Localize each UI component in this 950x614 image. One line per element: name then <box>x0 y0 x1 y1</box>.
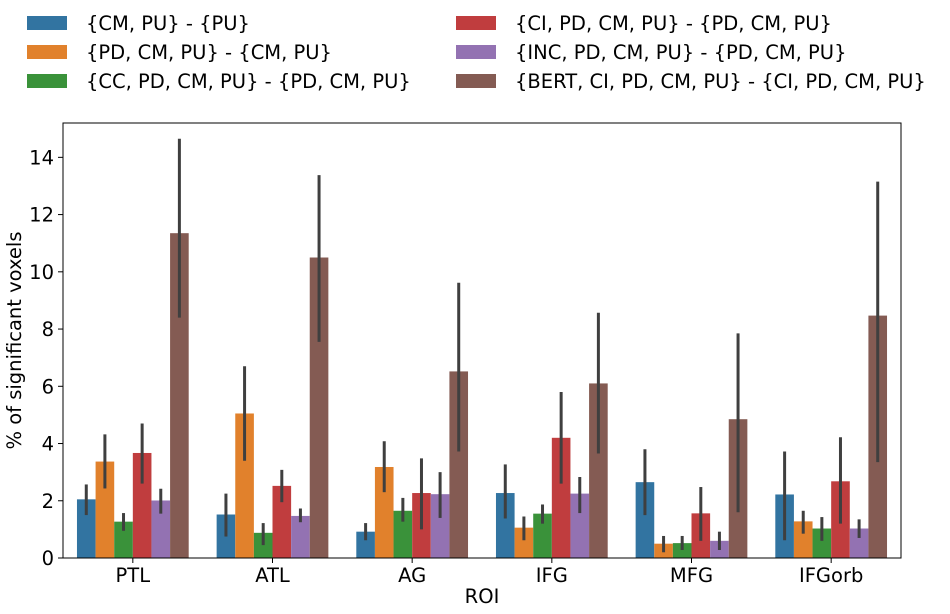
bar-group <box>76 233 888 558</box>
y-tick-label: 14 <box>29 146 54 169</box>
y-axis-label: % of significant voxels <box>3 232 26 450</box>
bar-ifg-series-5 <box>570 493 590 558</box>
legend-swatch <box>27 45 67 59</box>
bar-mfg-series-3 <box>672 543 692 558</box>
x-axis-label: ROI <box>465 585 500 608</box>
x-tick-label-ag: AG <box>398 564 426 587</box>
bar-atl-series-6 <box>309 257 329 558</box>
bar-ptl-series-1 <box>76 499 96 558</box>
x-tick-label-ptl: PTL <box>116 564 151 587</box>
legend-item: {PD, CM, PU} - {CM, PU} <box>27 41 332 64</box>
legend-label: {PD, CM, PU} - {CM, PU} <box>86 41 332 64</box>
y-tick-label: 8 <box>42 318 54 341</box>
bar-ifgorb-series-2 <box>793 521 813 558</box>
bar-atl-series-5 <box>291 515 310 558</box>
y-tick-label: 2 <box>42 490 54 513</box>
bar-ifg-series-6 <box>589 383 608 558</box>
bar-ag-series-3 <box>393 510 413 558</box>
x-axis: PTL ATL AG IFG MFG IFGorb <box>116 558 863 587</box>
legend-item: {CM, PU} - {PU} <box>27 12 250 35</box>
bar-ifg-series-2 <box>514 527 534 558</box>
y-tick-label: 6 <box>42 375 54 398</box>
bar-ptl-series-5 <box>151 500 171 558</box>
legend-item: {CC, PD, CM, PU} - {PD, CM, PU} <box>27 70 411 93</box>
y-tick-label: 4 <box>42 433 54 456</box>
y-tick-label: 12 <box>29 204 54 227</box>
bar-ptl-series-6 <box>170 233 189 558</box>
y-tick-label: 0 <box>42 547 54 570</box>
bar-ifg-series-4 <box>551 437 571 558</box>
y-axis: 0 2 4 6 8 10 12 14 <box>29 146 63 570</box>
legend-label: {INC, PD, CM, PU} - {PD, CM, PU} <box>515 41 847 64</box>
bar-ifg-series-3 <box>533 513 552 558</box>
legend-label: {CC, PD, CM, PU} - {PD, CM, PU} <box>86 70 411 93</box>
bar-atl-series-3 <box>253 532 273 558</box>
legend-swatch <box>456 74 496 88</box>
bar-ag-series-6 <box>449 371 469 558</box>
bar-ag-series-5 <box>430 494 450 558</box>
bar-ag-series-2 <box>374 466 394 558</box>
x-tick-label-atl: ATL <box>255 564 290 587</box>
legend-swatch <box>456 16 496 30</box>
legend-label: {CI, PD, CM, PU} - {PD, CM, PU} <box>515 12 832 35</box>
legend: {CM, PU} - {PU} {PD, CM, PU} - {CM, PU} {C… <box>27 12 926 93</box>
y-tick-label: 10 <box>29 261 54 284</box>
legend-item: {INC, PD, CM, PU} - {PD, CM, PU} <box>456 41 847 64</box>
x-tick-label-ifg: IFG <box>536 564 568 587</box>
legend-label: {CM, PU} - {PU} <box>86 12 250 35</box>
error-bar-group <box>84 138 880 553</box>
legend-swatch <box>27 74 67 88</box>
x-tick-label-ifgorb: IFGorb <box>799 564 863 587</box>
x-tick-label-mfg: MFG <box>670 564 713 587</box>
bar-atl-series-2 <box>235 413 254 558</box>
bar-atl-series-4 <box>272 485 292 558</box>
legend-swatch <box>27 16 67 30</box>
bar-ptl-series-3 <box>114 521 133 558</box>
plot-frame <box>62 122 902 559</box>
bar-ifg-series-1 <box>495 493 515 558</box>
legend-item: {CI, PD, CM, PU} - {PD, CM, PU} <box>456 12 832 35</box>
bar-ifgorb-series-3 <box>812 528 832 558</box>
legend-label: {BERT, CI, PD, CM, PU} - {CI, PD, CM, PU… <box>515 70 926 93</box>
legend-item: {BERT, CI, PD, CM, PU} - {CI, PD, CM, PU… <box>456 70 926 93</box>
bar-mfg-series-1 <box>635 482 655 558</box>
bar-ptl-series-4 <box>132 452 152 558</box>
bar-ifgorb-series-5 <box>849 528 869 558</box>
bar-ptl-series-2 <box>95 461 115 558</box>
bar-ag-series-1 <box>356 531 375 558</box>
legend-swatch <box>456 45 496 59</box>
